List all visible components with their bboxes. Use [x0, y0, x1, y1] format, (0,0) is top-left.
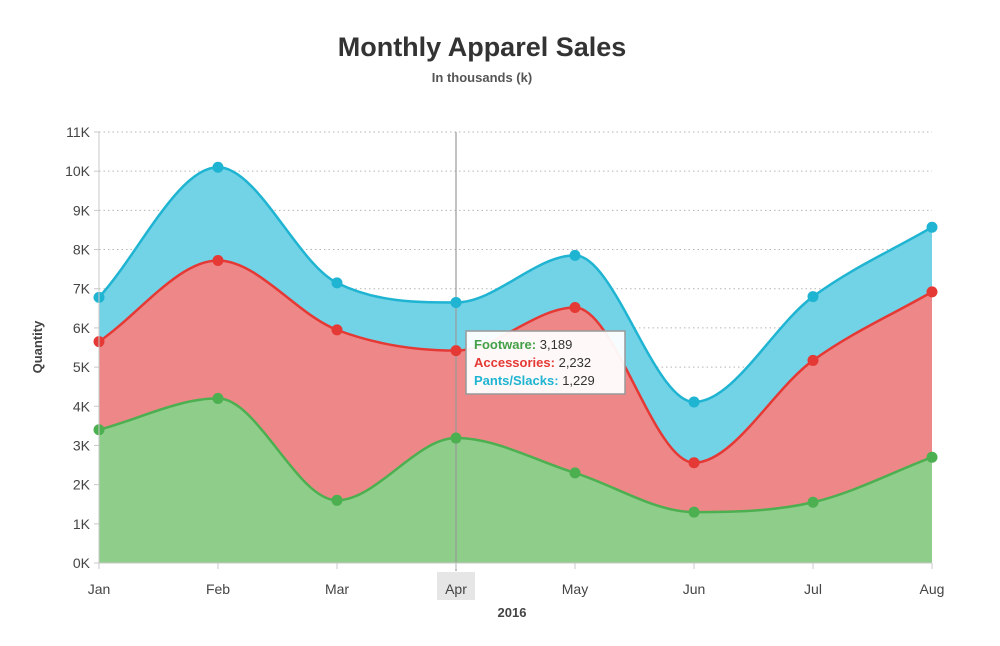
x-tick-label: Feb: [206, 581, 230, 597]
tooltip-colon-accessories: :: [551, 355, 555, 370]
point-accessories-jun[interactable]: [688, 457, 700, 469]
x-tick-label: May: [562, 581, 588, 597]
x-tick-label: Mar: [325, 581, 349, 597]
point-footware-feb[interactable]: [212, 392, 224, 404]
area-pants-slacks: [99, 167, 932, 463]
x-tick-label: Jul: [804, 581, 822, 597]
point-accessories-apr[interactable]: [450, 345, 462, 357]
point-footware-mar[interactable]: [331, 494, 343, 506]
tooltip-line-pants: Pants/Slacks: 1,229: [474, 373, 595, 388]
point-pants-slacks-may[interactable]: [569, 249, 581, 261]
line-footware: [98, 397, 933, 514]
y-tick-label: 9K: [73, 202, 91, 218]
x-axis-title: 2016: [498, 605, 527, 620]
point-footware-aug[interactable]: [926, 451, 938, 463]
point-accessories-mar[interactable]: [331, 324, 343, 336]
y-tick-label: 3K: [73, 437, 91, 453]
point-pants-slacks-jun[interactable]: [688, 396, 700, 408]
point-footware-jul[interactable]: [807, 496, 819, 508]
tooltip-colon-pants: :: [554, 373, 558, 388]
tooltip-name-footware: Footware: [474, 337, 532, 352]
tooltip-value-pants: 1,229: [562, 373, 595, 388]
point-footware-jun[interactable]: [688, 506, 700, 518]
tooltip-line-footware: Footware: 3,189: [474, 337, 572, 352]
chart-title: Monthly Apparel Sales: [338, 32, 627, 62]
tooltip-colon-footware: :: [532, 337, 536, 352]
line-accessories: [98, 259, 933, 464]
data-points: [93, 161, 938, 518]
x-tick-label: Jun: [683, 581, 706, 597]
tooltip-line-accessories: Accessories: 2,232: [474, 355, 591, 370]
x-tick-highlight: [437, 572, 475, 600]
y-axis-title: Quantity: [30, 320, 45, 373]
point-accessories-aug[interactable]: [926, 286, 938, 298]
x-axis-ticks: Jan Feb Mar Apr May Jun Jul Aug: [88, 563, 945, 600]
y-tick-label: 11K: [66, 124, 91, 140]
point-pants-slacks-mar[interactable]: [331, 277, 343, 289]
x-tick-label: Aug: [920, 581, 945, 597]
x-tick-label: Apr: [445, 581, 467, 597]
point-footware-may[interactable]: [569, 467, 581, 479]
point-accessories-jul[interactable]: [807, 354, 819, 366]
series-lines: [98, 166, 933, 514]
point-pants-slacks-aug[interactable]: [926, 221, 938, 233]
point-footware-apr[interactable]: [450, 432, 462, 444]
axes: [98, 132, 932, 564]
tooltip-value-footware: 3,189: [540, 337, 573, 352]
y-tick-label: 0K: [73, 555, 91, 571]
y-tick-label: 5K: [73, 359, 91, 375]
line-pants-slacks: [98, 166, 933, 404]
point-accessories-feb[interactable]: [212, 255, 224, 267]
y-tick-label: 8K: [73, 242, 91, 258]
tooltip-name-pants: Pants/Slacks: [474, 373, 554, 388]
point-pants-slacks-apr[interactable]: [450, 296, 462, 308]
y-tick-label: 10K: [65, 163, 91, 179]
tooltip-box: [465, 330, 626, 395]
y-tick-label: 7K: [73, 281, 91, 297]
tooltip: Footware: 3,189 Accessories: 2,232 Pants…: [465, 330, 626, 395]
y-tick-label: 6K: [73, 320, 91, 336]
area-footware: [99, 398, 932, 563]
chart-subtitle: In thousands (k): [432, 70, 532, 85]
y-tick-label: 1K: [73, 516, 91, 532]
y-tick-label: 2K: [73, 477, 91, 493]
tooltip-name-accessories: Accessories: [474, 355, 551, 370]
point-pants-slacks-jul[interactable]: [807, 291, 819, 303]
tooltip-value-accessories: 2,232: [559, 355, 592, 370]
point-pants-slacks-feb[interactable]: [212, 161, 224, 173]
y-axis-ticks: 0K 1K 2K 3K 4K 5K 6K 7K 8K 9K 10K 11K: [65, 124, 99, 571]
x-tick-label: Jan: [88, 581, 111, 597]
y-tick-label: 4K: [73, 398, 91, 414]
point-accessories-may[interactable]: [569, 302, 581, 314]
